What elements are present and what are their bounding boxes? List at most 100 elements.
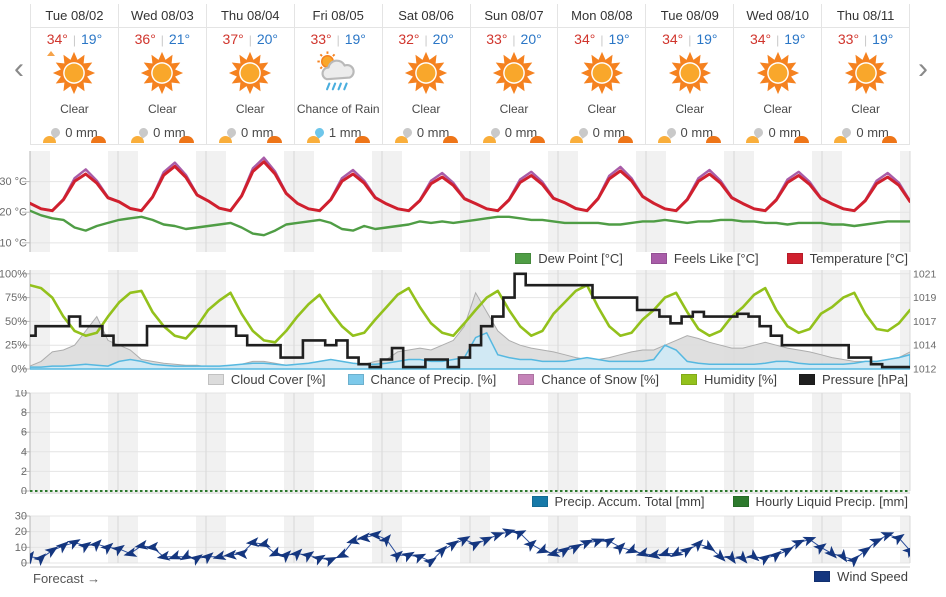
- legend-item-chance-of-snow: Chance of Snow [%]: [518, 372, 659, 387]
- condition-label: Clear: [675, 102, 705, 116]
- wind-barb-icon: [712, 548, 726, 562]
- day-card-date: Thu 08/11: [822, 4, 910, 28]
- wind-barb-icon: [389, 550, 403, 563]
- precip-accumulation-chart[interactable]: 10 8 6 4 2 0: [0, 388, 946, 499]
- legend-label: Temperature [°C]: [809, 251, 908, 266]
- sunrise-icon: [482, 136, 496, 143]
- y-axis-label: 0: [21, 558, 27, 570]
- sunrise-icon: [43, 136, 56, 143]
- temperature-chart[interactable]: 30 °C 20 °C 10 °C: [0, 147, 946, 258]
- day-card-temps: 34° | 19°: [749, 31, 806, 47]
- legend-label: Precip. Accum. Total [mm]: [554, 494, 705, 509]
- sunset-icon: [90, 136, 106, 143]
- day-card[interactable]: Tue 08/09 34° | 19° Clear 0 mm: [646, 4, 735, 144]
- sunset-icon: [266, 136, 282, 143]
- legend-color-swatch: [531, 496, 548, 507]
- sunrise-icon: [658, 136, 672, 143]
- precip-amount: 0 mm: [680, 124, 714, 140]
- wind-barb-icon: [724, 550, 736, 565]
- sunset-icon: [354, 136, 370, 143]
- high-temp: 33°: [837, 31, 860, 47]
- daily-cards-row: Tue 08/02 34° | 19° Clear 0 mm Wed 08/03…: [30, 4, 911, 145]
- wind-barb-icon: [123, 547, 138, 557]
- current-time-marker: [47, 51, 55, 56]
- day-card-temps: 33° | 20°: [486, 31, 542, 47]
- day-card[interactable]: Wed 08/03 36° | 21° Clear 0 mm: [118, 4, 207, 144]
- wind-barb-icon: [670, 546, 684, 558]
- wind-barb-icon: [869, 538, 883, 549]
- day-card-date: Tue 08/02: [31, 4, 118, 28]
- legend-color-swatch: [207, 374, 224, 385]
- high-temp: 34°: [662, 31, 684, 47]
- wind-barb-icon: [100, 542, 114, 555]
- wind-barb-icon: [44, 546, 59, 559]
- day-card[interactable]: Fri 08/05 33° | 19° Chance of Rain 1 mm: [294, 4, 383, 144]
- day-card[interactable]: Sat 08/06 32° | 20° Clear 0 mm: [382, 4, 471, 144]
- cloud-precip-humidity-pressure-chart[interactable]: 100% 75% 50% 25% 0% 1021 1019 1017 1014 1012: [0, 266, 946, 379]
- wind-barb-icon: [223, 549, 237, 560]
- legend-item-pressure-hpa: Pressure [hPa]: [799, 372, 908, 387]
- previous-days-chevron-icon[interactable]: ‹: [8, 52, 30, 86]
- wind-barb-icon: [701, 539, 716, 552]
- sunset-icon: [178, 136, 194, 143]
- wind-barb-icon: [635, 547, 650, 557]
- pressure-axis-label: 1017: [913, 316, 937, 328]
- y-axis-label: 4: [21, 446, 27, 458]
- condition-label: Clear: [587, 102, 617, 116]
- wind-barb-icon: [111, 544, 125, 557]
- wind-barb-icon: [646, 549, 661, 560]
- legend-label: Hourly Liquid Precip. [mm]: [755, 494, 908, 509]
- wind-barb-icon: [311, 554, 326, 566]
- wind-barb-icon: [523, 539, 537, 552]
- wind-barb-icon: [401, 551, 415, 563]
- wind-speed-chart[interactable]: 30 20 10 0: [0, 511, 946, 576]
- sunrise-icon: [306, 136, 320, 143]
- wind-barb-icon: [802, 536, 817, 547]
- legend-label: Cloud Cover [%]: [230, 372, 326, 387]
- day-card[interactable]: Thu 08/04 37° | 20° Clear 0 mm: [206, 4, 295, 144]
- day-card[interactable]: Tue 08/02 34° | 19° Clear 0 mm: [31, 4, 119, 144]
- day-card[interactable]: Mon 08/08 34° | 19° Clear 0 mm: [558, 4, 647, 144]
- legend-label: Pressure [hPa]: [822, 372, 908, 387]
- y-axis-label: 25%: [5, 340, 27, 352]
- wind-barb-icon: [768, 550, 782, 563]
- low-temp: 19°: [872, 31, 894, 47]
- wind-barb-icon: [757, 554, 771, 566]
- sunset-icon: [794, 136, 810, 143]
- wind-barb-icon: [546, 547, 561, 557]
- wind-barb-icon: [579, 539, 594, 550]
- daily-precip: 0 mm: [576, 124, 625, 140]
- sun-icon: [139, 50, 185, 96]
- day-card-temps: 34° | 19°: [662, 31, 718, 47]
- day-card[interactable]: Wed 08/10 34° | 19° Clear 0 mm: [734, 4, 823, 144]
- wind-barb-icon: [791, 539, 805, 550]
- day-card[interactable]: Sun 08/07 33° | 20° Clear 0 mm: [470, 4, 559, 144]
- wind-barb-icon: [902, 546, 910, 559]
- y-axis-label: 10: [15, 390, 27, 400]
- legend-item-cloud-cover: Cloud Cover [%]: [207, 372, 326, 387]
- legend-item-chance-of-precip: Chance of Precip. [%]: [347, 372, 496, 387]
- day-card[interactable]: Thu 08/11 33° | 19° Clear 0 mm: [822, 4, 911, 144]
- legend-label: Humidity [%]: [704, 372, 777, 387]
- legend-color-swatch: [786, 253, 803, 264]
- precip-amount: 0 mm: [856, 124, 889, 140]
- sunrise-icon: [746, 136, 760, 143]
- y-axis-label: 10 °C: [0, 237, 27, 249]
- next-days-chevron-icon[interactable]: ›: [912, 52, 934, 86]
- high-temp: 33°: [310, 31, 332, 47]
- sunrise-icon: [130, 136, 144, 143]
- wind-barb-icon: [33, 553, 47, 567]
- y-axis-label: 6: [21, 427, 27, 439]
- y-axis-label: 75%: [5, 292, 27, 304]
- legend-label: Wind Speed: [837, 569, 908, 584]
- sunrise-icon: [570, 136, 584, 143]
- daily-precip: 0 mm: [49, 124, 98, 140]
- low-temp: 19°: [696, 31, 718, 47]
- wind-barb-icon: [556, 546, 571, 559]
- daily-precip: 0 mm: [225, 124, 274, 140]
- y-axis-label: 0%: [11, 364, 27, 375]
- y-axis-label: 2: [21, 466, 27, 478]
- wind-barb-icon: [601, 537, 616, 549]
- day-card-date: Wed 08/03: [118, 4, 206, 28]
